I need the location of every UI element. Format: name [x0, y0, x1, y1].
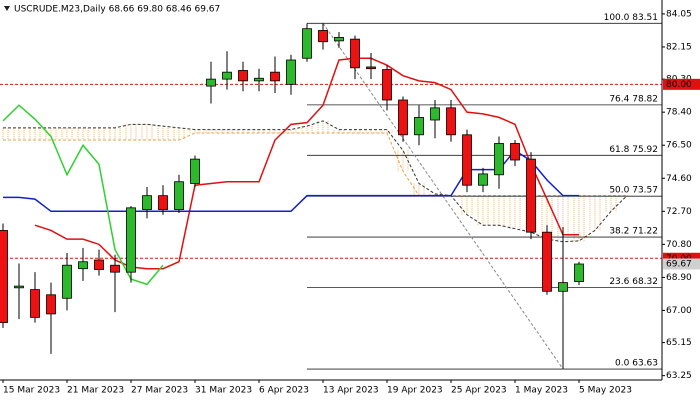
candle-body — [270, 71, 280, 82]
candle-body — [430, 107, 440, 121]
last-price-box — [663, 258, 700, 270]
candle-body — [142, 195, 152, 210]
x-tick-label: 25 Apr 2023 — [451, 386, 507, 396]
y-tick-label: 67.00 — [666, 306, 692, 316]
candle-body — [0, 230, 8, 324]
indicator-line — [2, 104, 164, 286]
x-tick-label: 21 Mar 2023 — [67, 386, 124, 396]
candle-body — [126, 207, 136, 273]
y-tick-label: 68.90 — [666, 273, 692, 283]
candle-body — [174, 181, 184, 210]
y-tick-label: 84.05 — [666, 9, 692, 19]
x-tick-label: 13 Apr 2023 — [323, 386, 379, 396]
x-tick-label: 6 Apr 2023 — [259, 386, 309, 396]
fib-label: 100.0 83.51 — [604, 13, 658, 23]
level-box — [663, 252, 700, 264]
x-tick-label: 1 May 2023 — [515, 386, 568, 396]
candle-body — [158, 195, 168, 210]
last-price-label: 69.67 — [666, 260, 692, 270]
fib-label: 0.0 63.63 — [615, 359, 658, 369]
level-box — [663, 78, 700, 90]
cloud-span-a — [3, 120, 628, 243]
candle-body — [110, 264, 120, 273]
y-tick-label: 70.80 — [666, 240, 692, 250]
title-icon — [4, 6, 10, 11]
indicator-line — [34, 57, 579, 270]
candle-body — [14, 285, 24, 289]
candle-body — [526, 158, 536, 233]
candle-body — [238, 70, 248, 82]
y-tick-label: 82.15 — [666, 42, 692, 52]
level-box-label: 80.00 — [666, 80, 692, 90]
fib-label: 76.4 78.82 — [609, 94, 658, 104]
candle-body — [558, 282, 568, 292]
candle-body — [222, 71, 232, 80]
x-tick-label: 19 Apr 2023 — [387, 386, 443, 396]
candle-body — [414, 116, 424, 136]
chart-title: USCRUDE.M23,Daily 68.66 69.80 68.46 69.6… — [14, 5, 220, 15]
candle-body — [494, 143, 504, 176]
x-tick-label: 15 Mar 2023 — [3, 386, 60, 396]
y-tick-label: 76.50 — [666, 141, 692, 151]
candle-body — [462, 134, 472, 186]
plot-area — [0, 22, 662, 370]
candle-body — [542, 231, 552, 292]
fib-label: 38.2 71.22 — [609, 227, 658, 237]
candle-body — [78, 261, 88, 270]
candle-body — [190, 158, 200, 184]
x-tick-label: 27 Mar 2023 — [131, 386, 188, 396]
candle-body — [318, 30, 328, 43]
candle-body — [366, 66, 376, 70]
candle-body — [382, 69, 392, 101]
candle-body — [286, 59, 296, 85]
y-tick-label: 78.40 — [666, 108, 692, 118]
y-tick-label: 63.25 — [666, 371, 692, 381]
candle-body — [62, 264, 72, 299]
candle-body — [398, 99, 408, 136]
candle-body — [334, 36, 344, 42]
candle-body — [46, 294, 56, 315]
candle-body — [350, 38, 360, 69]
candle-body — [206, 78, 216, 87]
candle-body — [254, 77, 264, 82]
cloud-span-b — [3, 132, 627, 197]
fib-label: 23.6 68.32 — [609, 277, 658, 287]
candle-body — [478, 173, 488, 186]
candle-body — [302, 28, 312, 59]
candle-body — [446, 107, 456, 136]
candle-body — [30, 289, 40, 318]
candle-body — [574, 263, 584, 282]
y-tick-label: 65.15 — [666, 338, 692, 348]
candle-body — [510, 143, 520, 161]
x-tick-label: 31 Mar 2023 — [195, 386, 252, 396]
fib-label: 50.0 73.57 — [609, 186, 658, 196]
x-tick-label: 5 May 2023 — [579, 386, 632, 396]
y-tick-label: 72.70 — [666, 207, 692, 217]
y-tick-label: 74.60 — [666, 174, 692, 184]
candle-body — [94, 259, 104, 270]
fib-label: 61.8 75.92 — [609, 145, 658, 155]
